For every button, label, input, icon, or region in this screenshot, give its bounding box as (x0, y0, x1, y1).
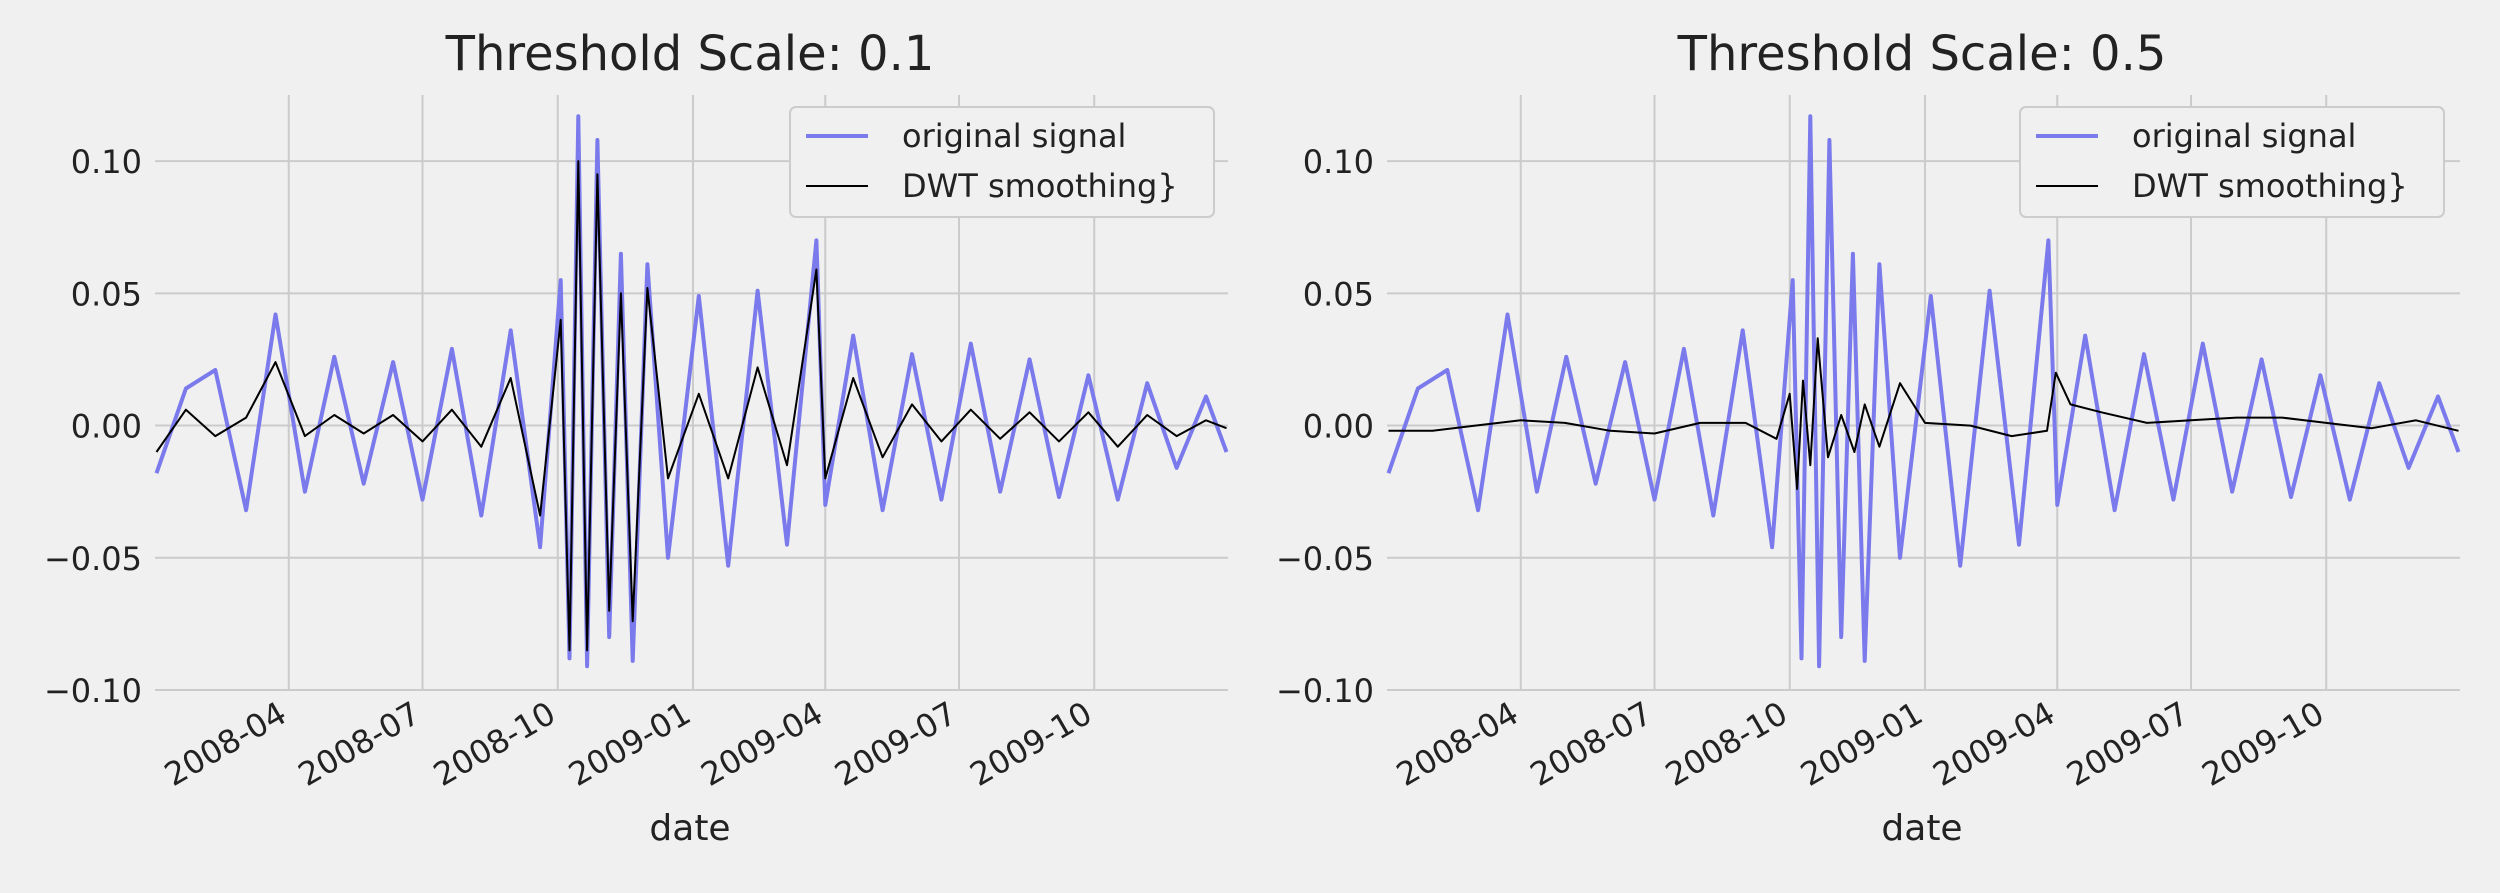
left-series-dwt-smoothing-line (155, 160, 1227, 652)
left-y-tick-label: 0.10 (71, 143, 142, 181)
right-y-tick-label: −0.05 (1276, 540, 1374, 578)
right-y-tick-label: 0.10 (1303, 143, 1374, 181)
left-y-tick-label: −0.05 (44, 540, 142, 578)
right-y-tick-label: −0.10 (1276, 672, 1374, 710)
right-y-tick-label: 0.00 (1303, 408, 1374, 446)
right-y-tick-label: 0.05 (1303, 275, 1374, 313)
left-legend: original signal DWT smoothing} (789, 106, 1215, 218)
right-series-dwt-smoothing-line (1388, 337, 2459, 490)
left-x-axis-label: date (649, 808, 730, 849)
left-legend-label-dwt: DWT smoothing} (902, 167, 1178, 205)
right-series-original-signal-line (1386, 114, 2461, 669)
left-chart-title: Threshold Scale: 0.1 (445, 26, 935, 82)
right-legend-label-dwt: DWT smoothing} (2132, 167, 2408, 205)
right-legend-box (2019, 106, 2445, 218)
left-y-tick-label: 0.05 (71, 275, 142, 313)
right-legend-label-original: original signal (2132, 117, 2356, 155)
left-legend-label-original: original signal (902, 117, 1126, 155)
right-x-axis-label: date (1881, 808, 1962, 849)
left-y-tick-label: 0.00 (71, 408, 142, 446)
right-chart-title: Threshold Scale: 0.5 (1677, 26, 2167, 82)
right-legend: original signal DWT smoothing} (2019, 106, 2445, 218)
left-y-tick-label: −0.10 (44, 672, 142, 710)
left-legend-box (789, 106, 1215, 218)
